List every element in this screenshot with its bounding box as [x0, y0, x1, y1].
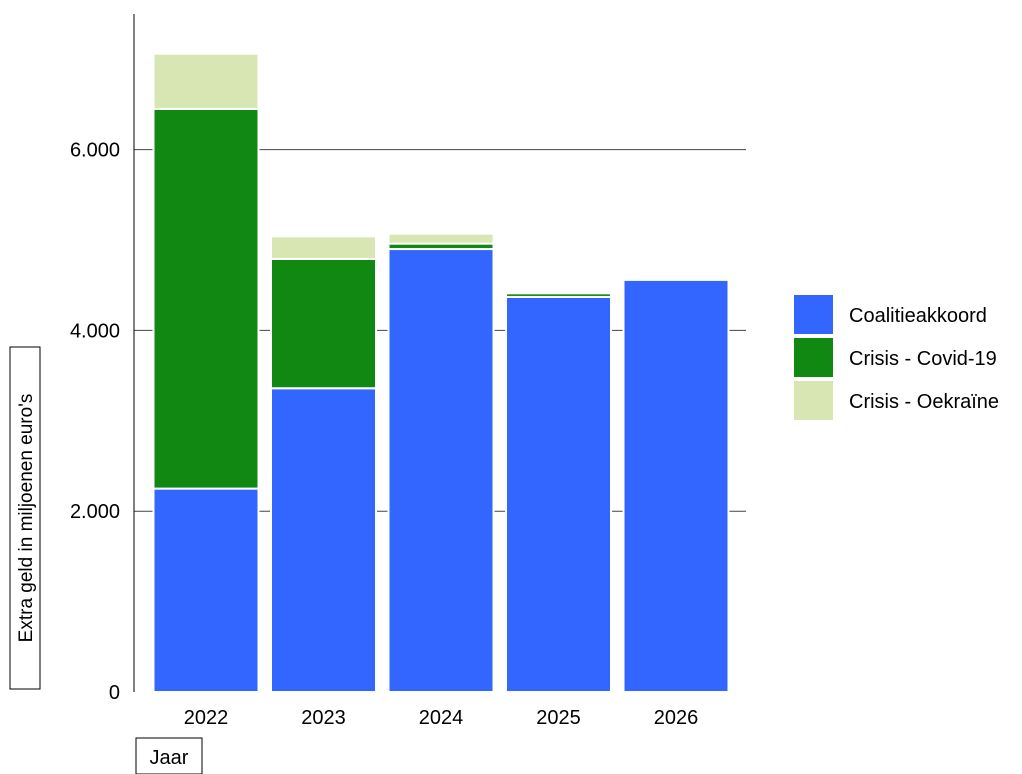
x-tick-label: 2024 — [419, 707, 464, 729]
legend-swatch — [794, 381, 833, 420]
y-tick-label: 2.000 — [70, 501, 120, 523]
bar-segment — [270, 387, 377, 693]
y-axis-title-box — [9, 346, 41, 690]
legend-label: Crisis - Oekraïne — [849, 391, 999, 413]
x-tick-label: 2022 — [184, 707, 229, 729]
y-axis-title: Extra geld in miljoenen euro's — [9, 346, 41, 690]
bar-segment — [622, 276, 730, 281]
bar-segment — [152, 52, 260, 110]
bar-segment — [270, 257, 377, 390]
y-tick-labels: 0 2.000 4.000 6.000 — [70, 140, 120, 704]
bar-segment — [622, 278, 730, 693]
bar-segment — [505, 292, 612, 298]
x-axis-title-text: Jaar — [150, 747, 189, 769]
bar-segment — [387, 248, 495, 693]
legend-swatch — [794, 295, 833, 334]
x-tick-label: 2023 — [301, 707, 346, 729]
bars — [152, 52, 730, 693]
bar-segment — [152, 487, 260, 693]
y-tick-label: 6.000 — [70, 140, 120, 162]
bar-segment — [270, 235, 377, 260]
legend-swatch — [794, 338, 833, 377]
bar-segment — [505, 295, 612, 693]
x-tick-label: 2026 — [654, 707, 699, 729]
legend-label: Crisis - Covid-19 — [849, 348, 997, 370]
legend-label: Coalitieakkoord — [849, 305, 987, 327]
x-axis-title: Jaar — [135, 737, 203, 774]
bar-segment — [387, 232, 495, 245]
x-tick-label: 2025 — [536, 707, 581, 729]
y-tick-label: 4.000 — [70, 320, 120, 342]
legend: Coalitieakkoord Crisis - Covid-19 Crisis -… — [794, 295, 999, 420]
y-axis-title-text: Extra geld in miljoenen euro's — [16, 394, 37, 643]
y-tick-label: 0 — [109, 682, 120, 704]
bar-segment — [152, 107, 260, 490]
x-axis-title-box — [135, 737, 203, 774]
x-tick-labels: 2022 2023 2024 2025 2026 — [184, 707, 699, 729]
